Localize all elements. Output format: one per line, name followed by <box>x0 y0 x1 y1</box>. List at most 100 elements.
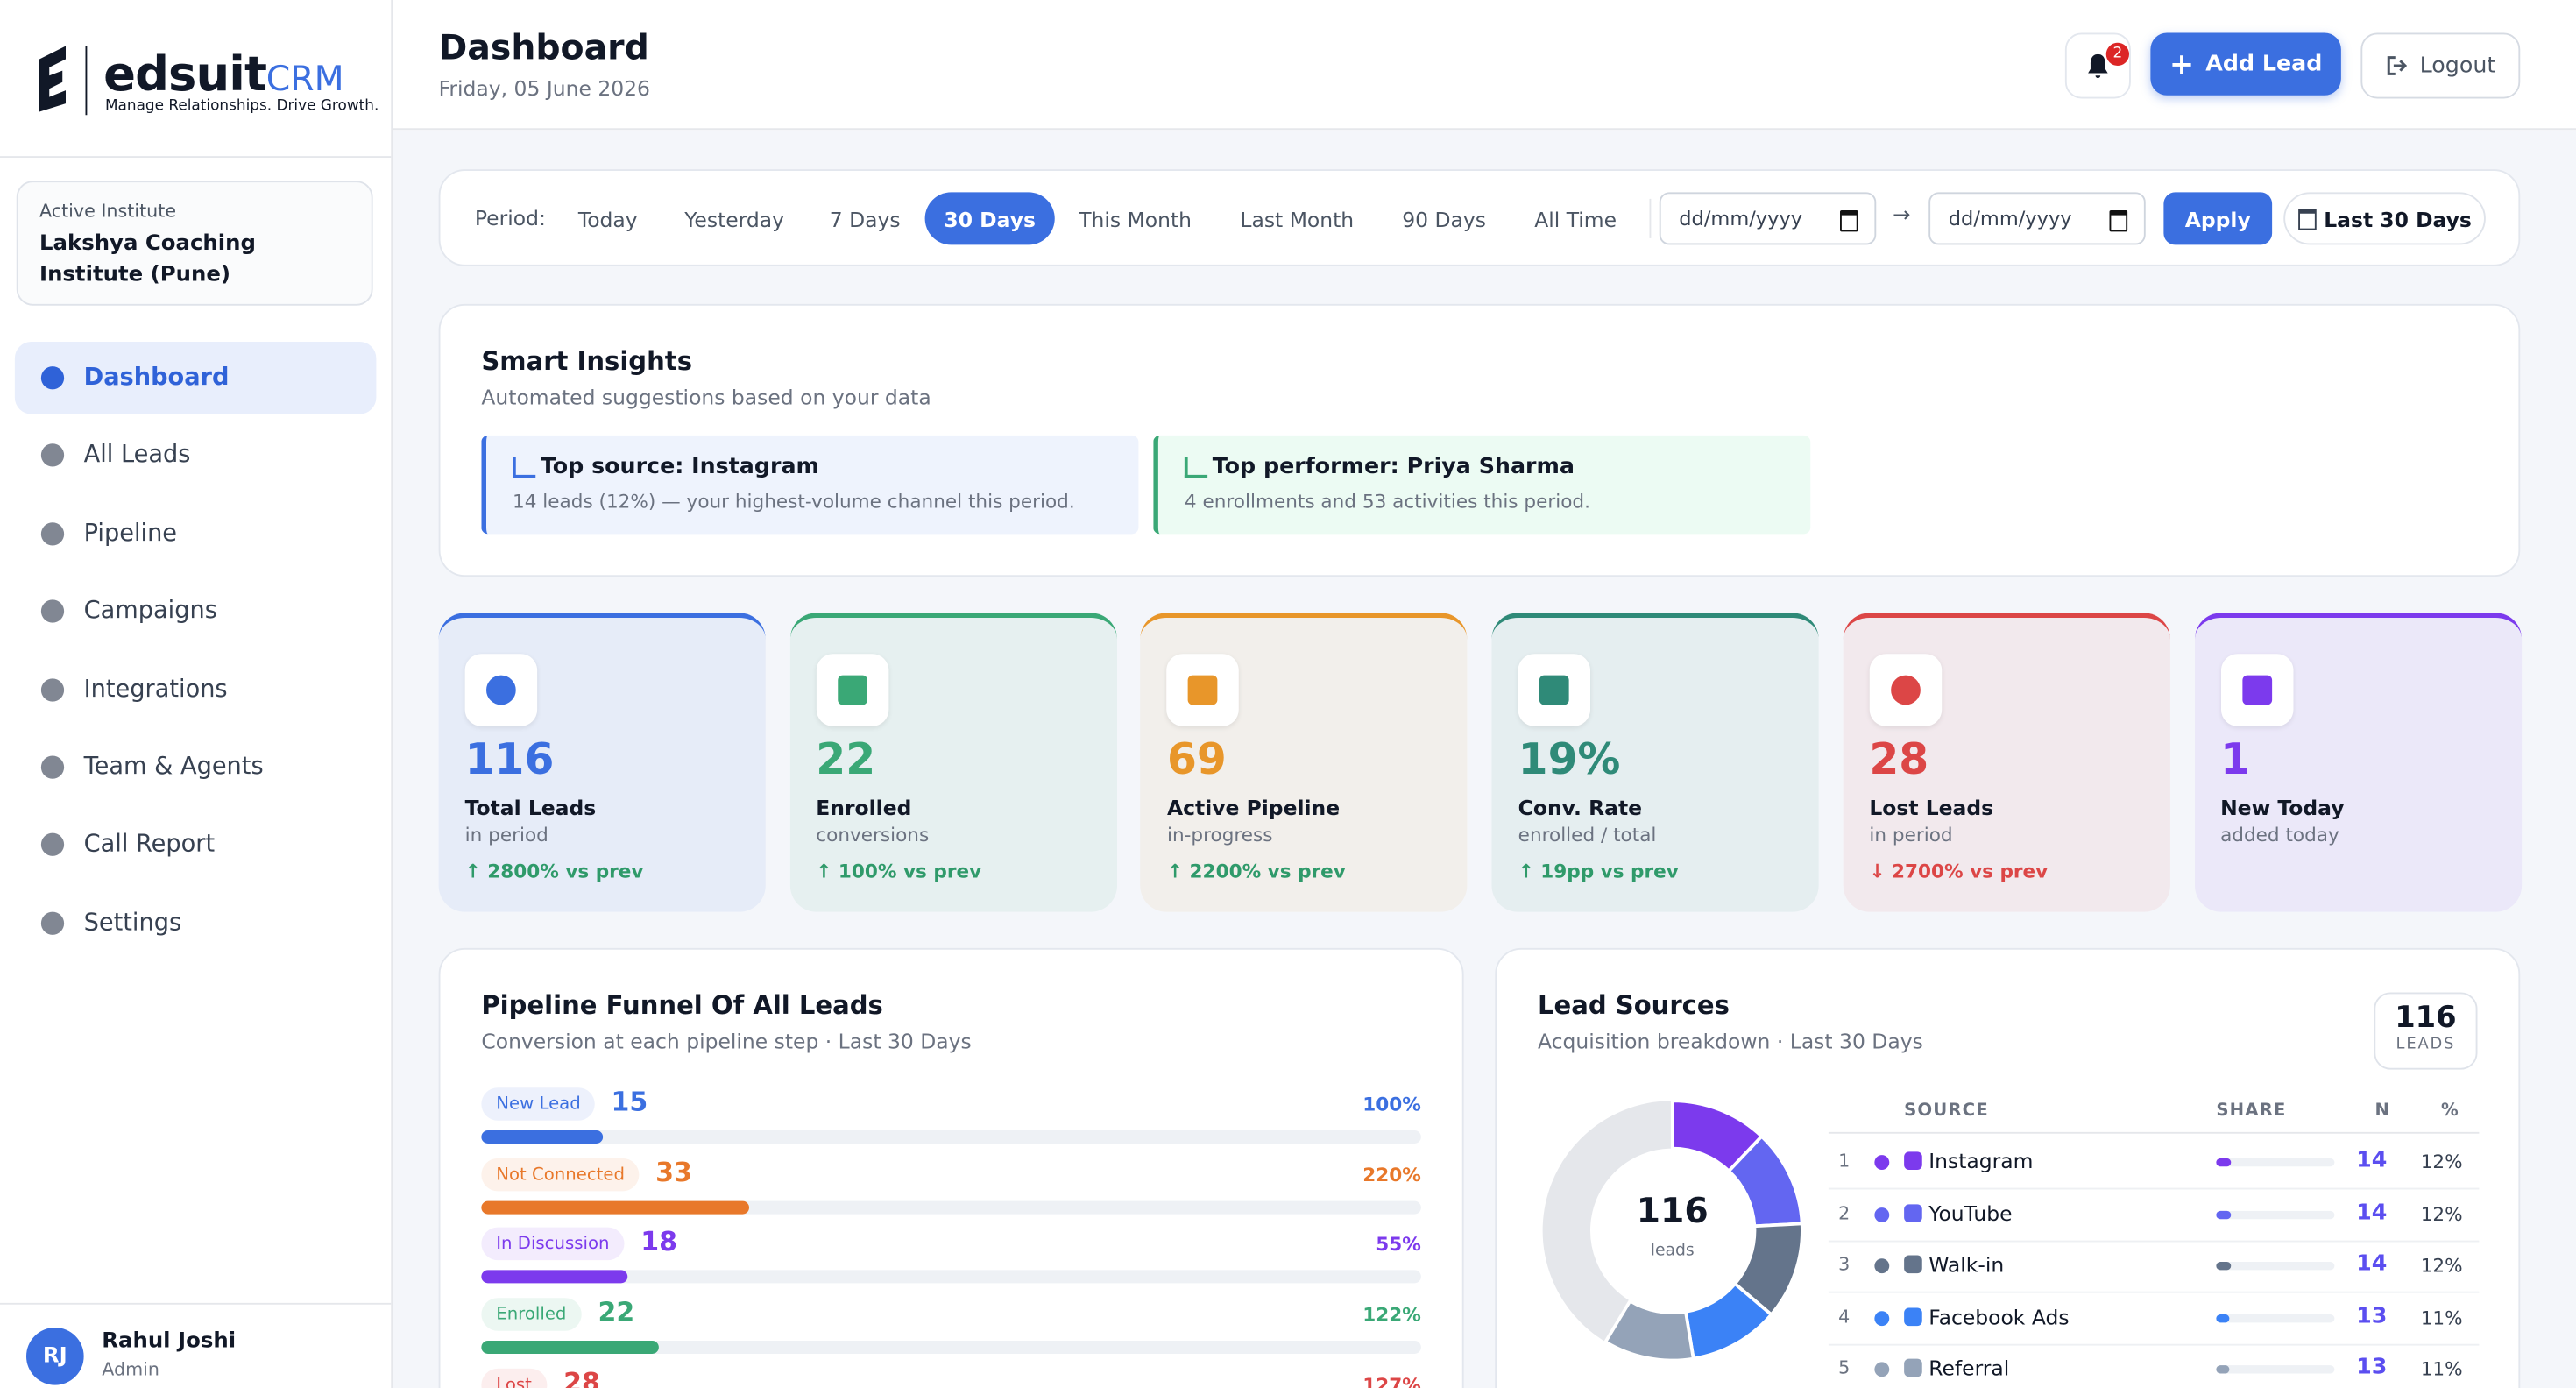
divider <box>1828 1131 2480 1134</box>
divider <box>0 1302 392 1305</box>
page-date: Friday, 05 June 2026 <box>438 75 650 101</box>
source-dot <box>1874 1155 1890 1170</box>
icon-shape <box>40 443 65 468</box>
nav-item[interactable]: Call Report <box>15 809 377 882</box>
user-avatar[interactable]: RJ <box>26 1328 84 1385</box>
source-dot <box>1874 1363 1890 1377</box>
stage-pct: 127% <box>1362 1373 1421 1388</box>
stage-pct: 220% <box>1362 1162 1421 1186</box>
source-rank: 4 <box>1838 1306 1851 1328</box>
brand-name: edsuit <box>103 46 267 103</box>
donut-label: leads <box>1651 1242 1695 1260</box>
kpi-card: 116 Total Leads in period ↑ 2800% vs prev <box>438 613 766 912</box>
kpi-icon-shape <box>1539 675 1569 705</box>
stage-bar <box>481 1130 604 1144</box>
notification-count: 2 <box>2105 42 2129 66</box>
institute-name: Lakshya Coaching Institute (Pune) <box>39 231 256 288</box>
period-option[interactable]: 30 Days <box>924 192 1055 245</box>
stage-track <box>481 1200 1421 1214</box>
source-row: 5 Referral 13 11% <box>1829 1344 2480 1388</box>
date-input[interactable]: dd/mm/yyyy <box>1928 192 2146 245</box>
source-rank: 1 <box>1838 1150 1851 1172</box>
period-option[interactable]: 7 Days <box>829 206 901 231</box>
source-icon <box>1904 1307 1922 1326</box>
column-header: SHARE <box>2216 1101 2287 1121</box>
nav-label: Integrations <box>83 676 228 703</box>
period-option[interactable]: 90 Days <box>1402 206 1486 231</box>
stage-pct: 122% <box>1362 1303 1421 1327</box>
current-period[interactable]: Last 30 Days <box>2283 192 2486 245</box>
notifications-button[interactable]: 2 <box>2064 32 2131 99</box>
apply-button[interactable]: Apply <box>2163 192 2273 245</box>
nav-item[interactable]: Integrations <box>15 653 377 726</box>
share-track <box>2216 1314 2335 1322</box>
stage-count: 33 <box>655 1156 692 1188</box>
date-input[interactable]: dd/mm/yyyy <box>1659 192 1877 245</box>
kpi-icon-shape <box>837 675 867 705</box>
period-option[interactable]: Today <box>577 206 638 231</box>
kpi-value: 69 <box>1166 736 1227 786</box>
add-lead-button[interactable]: + Add Lead <box>2150 32 2341 96</box>
stage-bar <box>481 1341 660 1355</box>
user-role: Admin <box>102 1358 159 1380</box>
period-option[interactable]: This Month <box>1079 206 1192 231</box>
date-separator: → <box>1893 203 1911 229</box>
share-bar <box>2216 1262 2231 1271</box>
stage-pct: 100% <box>1362 1092 1421 1116</box>
kpi-sub: in-progress <box>1166 823 1273 846</box>
sources-subtitle: Acquisition breakdown · Last 30 Days <box>1538 1028 1923 1053</box>
nav-item[interactable]: Campaigns <box>15 576 377 648</box>
period-label: Period: <box>474 205 546 230</box>
source-name: Walk-in <box>1928 1252 2005 1278</box>
source-dot <box>1874 1310 1890 1326</box>
logo-icon <box>39 46 66 112</box>
nav-icon <box>40 366 65 390</box>
nav-item[interactable]: Team & Agents <box>15 731 377 804</box>
kpi-sub: in period <box>1869 823 1953 846</box>
nav-item[interactable]: Pipeline <box>15 498 377 570</box>
stage-count: 18 <box>640 1226 677 1258</box>
nav-item[interactable]: Dashboard <box>14 342 377 414</box>
kpi-value: 19% <box>1518 736 1621 786</box>
kpi-value: 116 <box>464 736 555 786</box>
total-badge: 116 LEADS <box>2374 992 2478 1070</box>
source-count: 13 <box>2356 1354 2388 1381</box>
kpi-label: Active Pipeline <box>1166 795 1341 820</box>
institute-label: Active Institute <box>39 200 177 223</box>
kpi-label: Enrolled <box>816 795 912 820</box>
logout-icon <box>2387 56 2407 75</box>
share-track <box>2216 1262 2335 1271</box>
sidebar: edsuit CRM Manage Relationships. Drive G… <box>0 0 393 1388</box>
source-row: 4 Facebook Ads 13 11% <box>1828 1292 2480 1346</box>
nav-label: Pipeline <box>83 520 178 547</box>
source-count: 13 <box>2356 1302 2388 1329</box>
insight-icon <box>1184 457 1208 478</box>
source-pct: 11% <box>2420 1357 2463 1381</box>
icon-shape <box>40 677 65 701</box>
nav-label: Settings <box>83 910 182 937</box>
divider <box>0 156 392 158</box>
nav-item[interactable]: All Leads <box>15 420 377 492</box>
kpi-label: Lost Leads <box>1869 795 1994 820</box>
source-name: Referral <box>1928 1356 2010 1381</box>
period-option[interactable]: Yesterday <box>684 206 785 231</box>
source-name: Instagram <box>1928 1148 2034 1173</box>
icon-shape <box>40 599 65 623</box>
kpi-icon <box>2220 654 2293 726</box>
source-icon <box>1904 1203 1922 1222</box>
period-option[interactable]: Last Month <box>1240 206 1355 231</box>
source-row: 2 YouTube 14 12% <box>1828 1189 2480 1242</box>
source-pct: 11% <box>2420 1306 2463 1329</box>
nav-item[interactable]: Settings <box>15 887 377 960</box>
source-count: 14 <box>2356 1146 2388 1173</box>
insight-text: 4 enrollments and 53 activities this per… <box>1184 489 1590 513</box>
nav-icon <box>40 911 65 935</box>
period-option[interactable]: All Time <box>1534 206 1617 231</box>
logout-button[interactable]: Logout <box>2360 32 2521 99</box>
source-icon <box>1904 1151 1922 1170</box>
kpi-icon <box>1869 654 1942 726</box>
sources-title: Lead Sources <box>1538 990 1730 1021</box>
nav-icon <box>40 755 65 779</box>
